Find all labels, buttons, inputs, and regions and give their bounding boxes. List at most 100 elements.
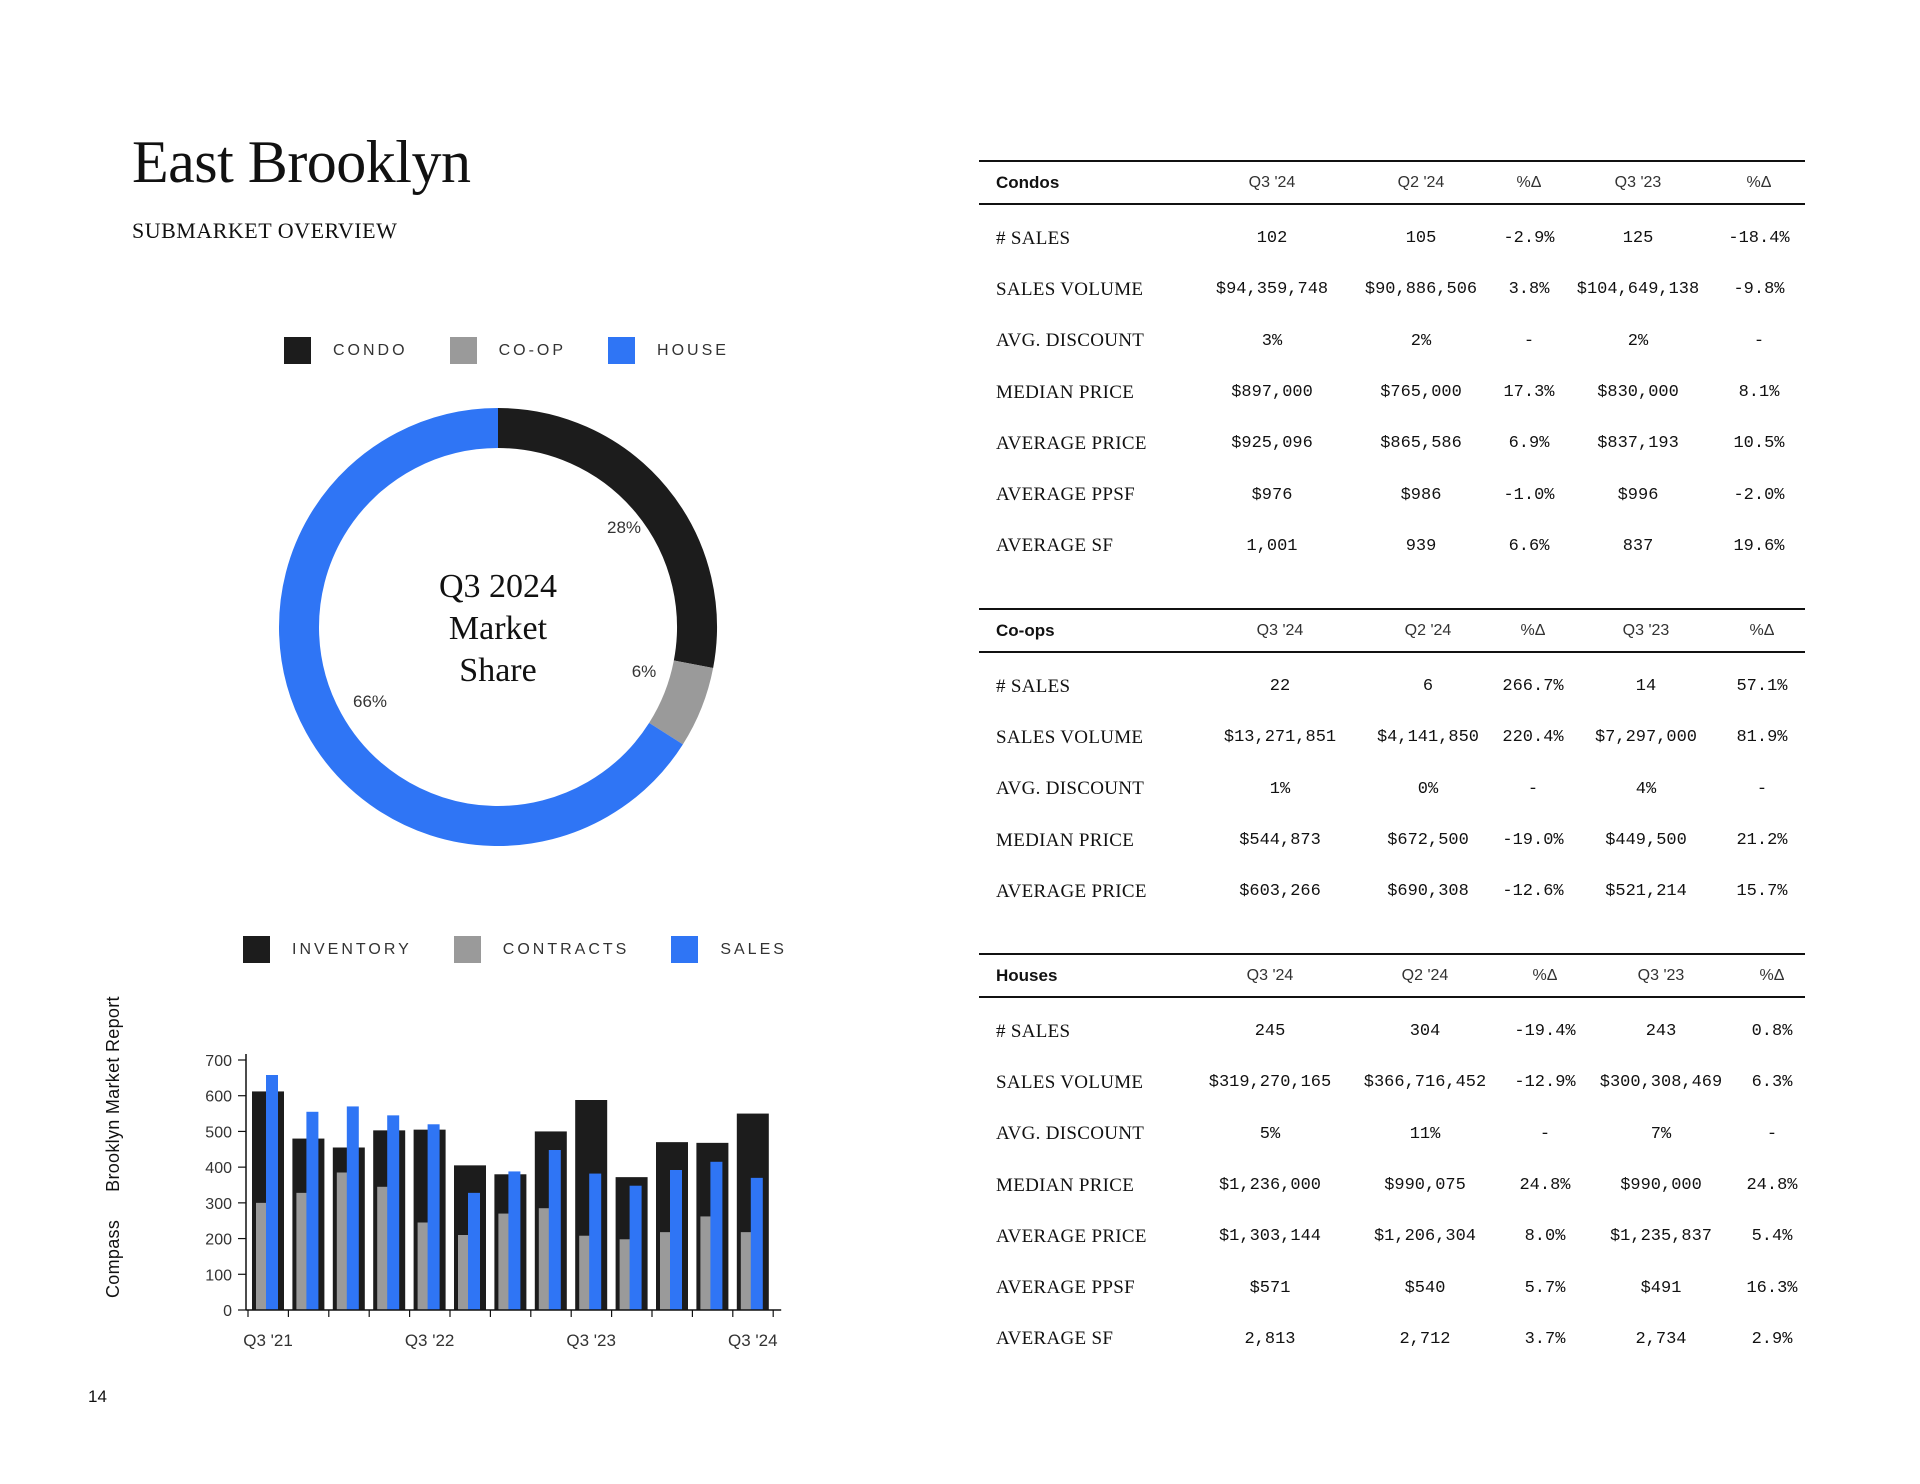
table-row: AVERAGE PPSF $571 $540 5.7% $491 16.3% <box>979 1262 1805 1313</box>
cell: 8.1% <box>1738 383 1780 403</box>
legend-label-contracts: CONTRACTS <box>502 940 630 958</box>
cell: 5.4% <box>1751 1227 1793 1247</box>
bar-sales: Q3 '22 SALES: 520 <box>427 1124 440 1310</box>
cell: -9.8% <box>1733 280 1785 300</box>
cell: 837 <box>1622 536 1654 556</box>
table-category: Condos <box>979 160 1197 205</box>
table-header-row: Co-ops Q3 '24 Q2 '24 %Δ Q3 '23 %Δ <box>979 608 1805 653</box>
row-label: SALES VOLUME <box>996 1071 1144 1093</box>
cell: 0% <box>1417 779 1439 799</box>
cell: 6.6% <box>1508 536 1550 556</box>
y-tick-label: 500 <box>205 1124 232 1141</box>
cell: -19.0% <box>1502 831 1564 851</box>
row-label: AVERAGE PRICE <box>996 880 1147 902</box>
cell: 8.0% <box>1524 1227 1566 1247</box>
legend-label-coop: CO-OP <box>498 341 567 359</box>
cell: 17.3% <box>1503 383 1555 403</box>
bar-contracts: Q2 '23 CONTRACTS: 285 <box>538 1208 551 1310</box>
cell: 21.2% <box>1736 831 1788 851</box>
cell: $491 <box>1640 1278 1682 1298</box>
cell: $521,214 <box>1605 882 1687 902</box>
houses-table: Houses Q3 '24 Q2 '24 %Δ Q3 '23 %Δ # SALE… <box>979 953 1805 1365</box>
table-row: AVERAGE PPSF $976 $986 -1.0% $996 -2.0% <box>979 469 1805 520</box>
legend-swatch-coop <box>449 337 477 364</box>
row-label: AVERAGE PRICE <box>996 432 1147 454</box>
donut-label-house: 66% <box>353 692 387 711</box>
column-header: Q2 '24 <box>1347 160 1495 205</box>
legend-swatch-sales <box>671 936 699 963</box>
legend-swatch-contracts <box>453 936 481 963</box>
x-tick-label: Q3 '24 <box>728 1331 778 1350</box>
cell: 4% <box>1635 779 1657 799</box>
row-label: AVERAGE SF <box>996 535 1114 557</box>
cell: - <box>1527 779 1539 799</box>
cell: 24.8% <box>1519 1176 1571 1196</box>
cell: $897,000 <box>1231 383 1313 403</box>
cell: $986 <box>1400 485 1442 505</box>
cell: $976 <box>1251 485 1293 505</box>
bar-sales: Q2 '24 SALES: 415 <box>710 1161 723 1310</box>
y-tick-label: 700 <box>205 1053 232 1070</box>
market-share-donut-chart: Q3 2024 Market Share 28% 6% 66% <box>279 408 717 846</box>
page-subtitle: SUBMARKET OVERVIEW <box>132 218 398 243</box>
table-category: Co-ops <box>979 608 1197 653</box>
table-row: MEDIAN PRICE $897,000 $765,000 17.3% $830,00… <box>979 367 1805 418</box>
legend-swatch-house <box>608 337 636 364</box>
page-number: 14 <box>88 1387 107 1406</box>
cell: 2,813 <box>1244 1329 1296 1349</box>
cell: $672,500 <box>1387 831 1469 851</box>
table-row: # SALES 22 6 266.7% 14 57.1% <box>979 652 1805 712</box>
donut-label-condo: 28% <box>607 518 641 537</box>
cell: $449,500 <box>1605 831 1687 851</box>
cell: $1,206,304 <box>1373 1227 1477 1247</box>
cell: 125 <box>1622 229 1654 249</box>
cell: 939 <box>1405 536 1437 556</box>
legend-item-inventory: INVENTORY <box>243 936 412 963</box>
legend-item-coop: CO-OP <box>449 337 567 364</box>
row-label: # SALES <box>996 675 1071 697</box>
cell: 2,734 <box>1635 1329 1687 1349</box>
brand-name: Compass <box>103 1219 123 1298</box>
row-label: # SALES <box>996 227 1071 249</box>
legend-label-sales: SALES <box>720 940 787 958</box>
bar-sales: Q4 '22 SALES: 328 <box>468 1192 480 1310</box>
cell: 3% <box>1261 331 1283 351</box>
row-label: AVG. DISCOUNT <box>996 330 1145 352</box>
cell: $104,649,138 <box>1576 280 1700 300</box>
cell: $603,266 <box>1239 882 1321 902</box>
cell: $571 <box>1249 1278 1291 1298</box>
cell: 1% <box>1269 779 1291 799</box>
row-label: AVERAGE SF <box>996 1328 1114 1350</box>
side-label: Compass Brooklyn Market Report <box>103 996 124 1298</box>
cell: $90,886,506 <box>1364 280 1478 300</box>
legend-label-condo: CONDO <box>333 341 408 359</box>
report-name: Brooklyn Market Report <box>103 996 123 1192</box>
cell: $996 <box>1617 485 1659 505</box>
cell: 2,712 <box>1399 1329 1451 1349</box>
y-tick-label: 600 <box>205 1089 232 1106</box>
table-row: AVERAGE PRICE $1,303,144 $1,206,304 8.0% $1,… <box>979 1211 1805 1262</box>
cell: $925,096 <box>1231 434 1313 454</box>
column-header: Q3 '23 <box>1563 160 1713 205</box>
column-header: %Δ <box>1495 160 1563 205</box>
cell: -2.0% <box>1733 485 1785 505</box>
table-row: SALES VOLUME $319,270,165 $366,716,452 -12.… <box>979 1057 1805 1108</box>
cell: $319,270,165 <box>1208 1073 1332 1093</box>
legend-label-inventory: INVENTORY <box>292 940 412 958</box>
y-tick-label: 0 <box>223 1303 232 1320</box>
table-row: SALES VOLUME $94,359,748 $90,886,506 3.8% $1… <box>979 264 1805 315</box>
y-tick-label: 300 <box>205 1196 232 1213</box>
column-header: %Δ <box>1493 608 1573 653</box>
cell: 10.5% <box>1733 434 1785 454</box>
bar-contracts: Q1 '22 CONTRACTS: 385 <box>336 1172 349 1310</box>
cell: -12.6% <box>1502 882 1564 902</box>
bar-sales: Q3 '23 SALES: 382 <box>589 1173 602 1310</box>
cell: 2% <box>1410 331 1432 351</box>
cell: 81.9% <box>1736 728 1788 748</box>
column-header: Q3 '24 <box>1197 608 1363 653</box>
legend-swatch-inventory <box>243 936 270 963</box>
cell: 2% <box>1627 331 1649 351</box>
column-header: %Δ <box>1507 953 1583 998</box>
column-header: Q3 '23 <box>1583 953 1739 998</box>
cell: 6.9% <box>1508 434 1550 454</box>
